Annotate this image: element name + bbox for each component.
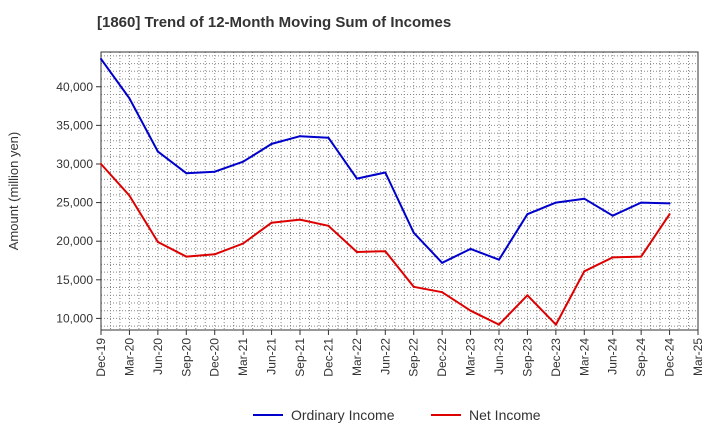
y-axis: 10,000 15,000 20,000 25,000 30,000 35,000 40,0… xyxy=(56,80,101,325)
data-point xyxy=(327,136,330,139)
x-tick-label: Dec-21 xyxy=(321,338,335,377)
x-tick-label: Sep-21 xyxy=(293,338,307,377)
x-tick-label: Sep-22 xyxy=(407,338,421,377)
data-point xyxy=(668,202,671,205)
x-tick-label: Mar-21 xyxy=(236,338,250,376)
data-point xyxy=(554,323,557,326)
x-tick-label: Mar-23 xyxy=(464,338,478,376)
x-tick-label: Mar-25 xyxy=(691,338,705,376)
data-point xyxy=(185,172,188,175)
data-point xyxy=(441,261,444,264)
x-tick-label: Sep-24 xyxy=(634,338,648,377)
grid-layer xyxy=(100,52,698,330)
data-point xyxy=(100,162,102,165)
data-point xyxy=(270,142,273,145)
data-point xyxy=(299,135,301,138)
data-point xyxy=(355,177,358,180)
data-point xyxy=(327,224,330,227)
data-point xyxy=(554,201,557,204)
x-tick-label: Sep-20 xyxy=(179,338,193,377)
data-point xyxy=(242,160,245,163)
data-point xyxy=(355,251,358,254)
data-point xyxy=(213,170,216,173)
data-point xyxy=(242,242,245,245)
x-tick-label: Mar-20 xyxy=(122,338,136,376)
data-point xyxy=(611,256,614,259)
data-point xyxy=(583,270,586,273)
x-axis: Dec-19 Mar-20 Jun-20 Sep-20 Dec-20 Mar-21 Jun-… xyxy=(94,330,705,377)
y-tick-label: 25,000 xyxy=(56,196,93,210)
data-point xyxy=(384,171,387,174)
x-tick-label: Dec-20 xyxy=(208,338,222,377)
data-point xyxy=(611,214,614,217)
data-point xyxy=(526,294,529,297)
data-point xyxy=(498,323,500,326)
x-tick-label: Jun-20 xyxy=(151,338,165,375)
x-tick-label: Dec-24 xyxy=(663,338,677,377)
data-point xyxy=(498,258,500,261)
data-point xyxy=(128,194,131,197)
data-point xyxy=(384,250,387,253)
data-point xyxy=(128,97,131,100)
x-tick-label: Dec-23 xyxy=(549,338,563,377)
x-tick-label: Jun-24 xyxy=(606,338,620,375)
data-point xyxy=(526,213,529,216)
y-tick-label: 20,000 xyxy=(56,234,93,248)
y-tick-label: 30,000 xyxy=(56,157,93,171)
data-point xyxy=(668,213,671,216)
data-point xyxy=(412,285,415,288)
x-tick-label: Mar-22 xyxy=(350,338,364,376)
y-axis-label: Amount (million yen) xyxy=(6,132,21,251)
data-point xyxy=(469,309,472,312)
data-point xyxy=(156,150,159,153)
data-point xyxy=(469,247,472,250)
data-point xyxy=(299,218,301,221)
legend-label: Ordinary Income xyxy=(291,407,395,423)
data-point xyxy=(185,255,188,258)
data-point xyxy=(156,240,159,243)
x-tick-label: Mar-24 xyxy=(577,338,591,376)
x-tick-label: Jun-23 xyxy=(492,338,506,375)
y-tick-label: 15,000 xyxy=(56,273,93,287)
plot-frame xyxy=(100,51,699,331)
data-point xyxy=(270,221,273,224)
legend-label: Net Income xyxy=(469,407,541,423)
data-point xyxy=(213,253,216,256)
y-tick-label: 40,000 xyxy=(56,80,93,94)
x-tick-label: Dec-22 xyxy=(435,338,449,377)
data-point xyxy=(640,255,643,258)
data-point xyxy=(412,231,415,234)
x-tick-label: Jun-21 xyxy=(265,338,279,375)
chart-title: [1860] Trend of 12-Month Moving Sum of I… xyxy=(97,14,452,31)
series-layer xyxy=(100,57,671,326)
x-tick-label: Sep-23 xyxy=(520,338,534,377)
y-tick-label: 10,000 xyxy=(56,311,93,325)
x-tick-label: Jun-22 xyxy=(378,338,392,375)
legend: Ordinary Income Net Income xyxy=(253,407,541,423)
data-point xyxy=(441,291,444,294)
y-tick-label: 35,000 xyxy=(56,118,93,132)
data-point xyxy=(640,201,643,204)
data-point xyxy=(100,57,102,60)
x-tick-label: Dec-19 xyxy=(94,338,108,377)
data-point xyxy=(583,197,586,200)
